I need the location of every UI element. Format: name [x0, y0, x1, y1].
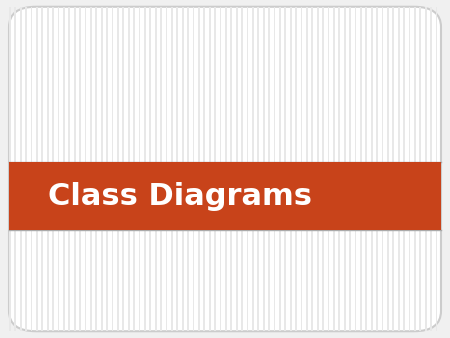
Bar	[349, 7, 351, 331]
Bar	[317, 7, 319, 331]
Bar	[214, 7, 216, 331]
Bar	[414, 7, 416, 331]
Bar	[268, 7, 270, 331]
Bar	[90, 7, 92, 331]
Bar	[333, 7, 335, 331]
Bar	[365, 7, 367, 331]
Bar	[128, 7, 130, 331]
Bar	[338, 7, 340, 331]
Bar	[74, 7, 76, 331]
Bar	[274, 7, 275, 331]
Bar	[25, 7, 27, 331]
Bar	[284, 7, 286, 331]
Bar	[182, 7, 184, 331]
Bar	[301, 7, 302, 331]
Bar	[36, 7, 38, 331]
Bar	[85, 7, 86, 331]
Bar	[139, 7, 140, 331]
Text: Class Diagrams: Class Diagrams	[48, 182, 312, 211]
Bar	[149, 7, 151, 331]
Bar	[322, 7, 324, 331]
Bar	[31, 7, 32, 331]
Bar	[68, 7, 70, 331]
Bar	[9, 7, 11, 331]
Bar	[290, 7, 292, 331]
Bar	[144, 7, 146, 331]
Bar	[155, 7, 157, 331]
Bar	[419, 7, 421, 331]
Bar	[20, 7, 22, 331]
Bar	[203, 7, 205, 331]
Bar	[252, 7, 254, 331]
Bar	[328, 7, 329, 331]
Bar	[198, 7, 200, 331]
Bar	[376, 7, 378, 331]
Bar	[295, 7, 297, 331]
Bar	[355, 7, 356, 331]
Bar	[409, 7, 410, 331]
Bar	[122, 7, 124, 331]
Bar	[387, 7, 389, 331]
Bar	[371, 7, 373, 331]
Bar	[47, 7, 49, 331]
Bar	[263, 7, 265, 331]
Bar	[41, 7, 43, 331]
Bar	[95, 7, 97, 331]
Bar	[392, 7, 394, 331]
Bar	[257, 7, 259, 331]
Bar	[230, 7, 232, 331]
Bar	[58, 7, 59, 331]
Bar	[241, 7, 243, 331]
Bar	[79, 7, 81, 331]
Bar	[311, 7, 313, 331]
Bar	[9, 162, 441, 230]
Bar	[236, 7, 238, 331]
Bar	[63, 7, 65, 331]
Bar	[382, 7, 383, 331]
Bar	[279, 7, 281, 331]
Bar	[106, 7, 108, 331]
Bar	[166, 7, 167, 331]
Bar	[193, 7, 194, 331]
Bar	[225, 7, 227, 331]
Bar	[133, 7, 135, 331]
Bar	[220, 7, 221, 331]
Bar	[176, 7, 178, 331]
Bar	[306, 7, 308, 331]
Bar	[112, 7, 113, 331]
Bar	[101, 7, 103, 331]
Bar	[398, 7, 400, 331]
Bar	[247, 7, 248, 331]
Bar	[171, 7, 173, 331]
Bar	[403, 7, 405, 331]
Bar	[14, 7, 16, 331]
FancyBboxPatch shape	[9, 7, 441, 331]
Bar	[52, 7, 54, 331]
Bar	[209, 7, 211, 331]
Bar	[344, 7, 346, 331]
Bar	[360, 7, 362, 331]
Bar	[160, 7, 162, 331]
Bar	[430, 7, 432, 331]
Bar	[187, 7, 189, 331]
Bar	[436, 7, 437, 331]
Bar	[117, 7, 119, 331]
Bar	[425, 7, 427, 331]
